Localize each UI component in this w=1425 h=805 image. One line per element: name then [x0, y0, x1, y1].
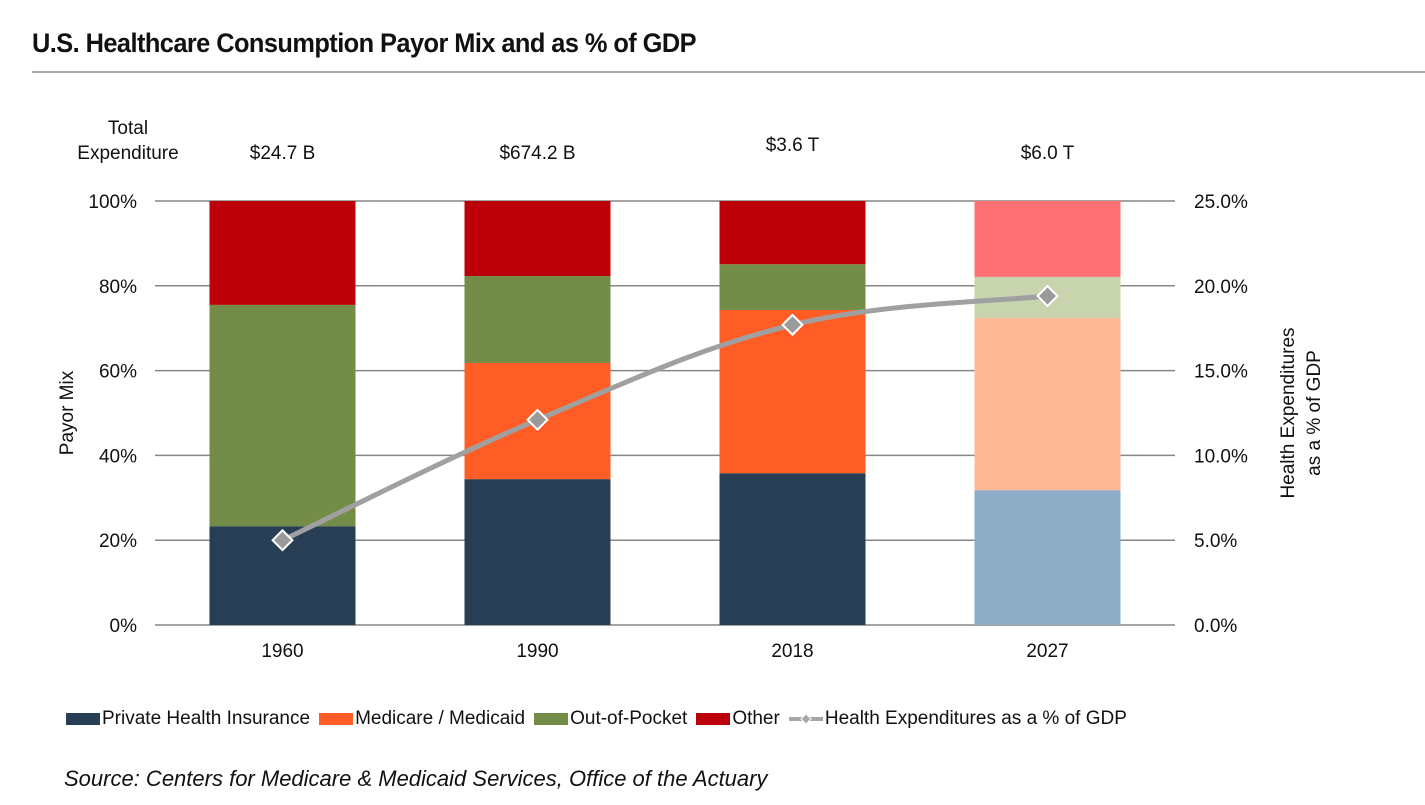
- total-expenditure-label: Total: [108, 118, 148, 139]
- legend-label: Medicare / Medicaid: [355, 708, 526, 729]
- bar-segment-private-health-insurance: [974, 490, 1121, 625]
- y2-tick-label: 15.0%: [1194, 362, 1248, 383]
- y-tick-label: 100%: [88, 192, 137, 213]
- chart-title: U.S. Healthcare Consumption Payor Mix an…: [32, 28, 697, 58]
- legend-item: Out-of-Pocket: [534, 708, 687, 730]
- x-tick-label: 1990: [516, 641, 558, 662]
- bar-segment-other: [464, 201, 611, 277]
- source-note: Source: Centers for Medicare & Medicaid …: [64, 766, 768, 791]
- gdp-line-marker: [271, 528, 294, 552]
- legend-swatch: [534, 713, 569, 725]
- bar-segment-out-of-pocket: [464, 276, 611, 363]
- total-expenditure-label: Expenditure: [77, 143, 178, 164]
- legend-item: Other: [696, 708, 780, 730]
- y2-tick-label: 25.0%: [1194, 192, 1248, 213]
- bar-segment-other: [719, 201, 866, 265]
- legend-label: Private Health Insurance: [102, 708, 311, 729]
- y-tick-label: 0%: [110, 616, 138, 637]
- y2-tick-label: 5.0%: [1194, 531, 1237, 552]
- title-divider: [32, 71, 1425, 73]
- legend-swatch: [66, 713, 100, 725]
- bar-segment-private-health-insurance: [719, 473, 866, 625]
- bar-segment-out-of-pocket: [719, 264, 866, 310]
- y-tick-label: 40%: [99, 446, 137, 467]
- bar-segment-medicare-medicaid: [974, 318, 1121, 491]
- legend-item: Health Expenditures as a % of GDP: [788, 708, 1127, 730]
- y2-tick-label: 0.0%: [1194, 616, 1237, 637]
- legend-item: Medicare / Medicaid: [319, 708, 525, 730]
- gdp-line: [280, 293, 1050, 543]
- bar-segment-other: [974, 201, 1121, 277]
- legend-item: Private Health Insurance: [66, 708, 310, 730]
- x-tick-label: 1960: [261, 641, 303, 662]
- legend-swatch: [319, 713, 354, 725]
- chart: 0% 20% 40% 60% 80% 100% 0.0% 5.0% 10.0% 15.0% 20.0…: [57, 118, 1325, 662]
- y2-axis-label: Health Expenditures: [1278, 327, 1299, 498]
- y2-tick-label: 20.0%: [1194, 277, 1248, 298]
- gdp-line-marker: [1036, 284, 1059, 308]
- legend: Private Health Insurance Medicare / Medic…: [66, 707, 1136, 731]
- legend-label: Health Expenditures as a % of GDP: [824, 708, 1127, 729]
- x-tick-label: 2018: [771, 641, 813, 662]
- total-expenditure-value: $6.0 T: [1021, 143, 1075, 164]
- legend-swatch: [696, 713, 731, 725]
- y2-tick-label: 10.0%: [1194, 446, 1248, 467]
- y-tick-label: 80%: [99, 277, 137, 298]
- gdp-line-marker: [526, 408, 549, 432]
- total-expenditure-value: $24.7 B: [250, 143, 316, 164]
- total-expenditure-value: $674.2 B: [499, 143, 575, 164]
- legend-label: Out-of-Pocket: [570, 708, 688, 729]
- y2-axis-label: as a % of GDP: [1304, 350, 1325, 476]
- gdp-line-marker: [781, 313, 804, 337]
- bar-segment-other: [209, 201, 356, 305]
- bar-segment-out-of-pocket: [209, 304, 356, 527]
- y-tick-label: 60%: [99, 362, 137, 383]
- y-axis-label: Payor Mix: [57, 370, 78, 455]
- legend-line-marker-icon: [788, 712, 823, 726]
- legend-label: Other: [732, 708, 780, 729]
- bar-segment-private-health-insurance: [464, 479, 611, 625]
- y-tick-label: 20%: [99, 531, 137, 552]
- x-tick-label: 2027: [1026, 641, 1068, 662]
- total-expenditure-value: $3.6 T: [766, 135, 820, 156]
